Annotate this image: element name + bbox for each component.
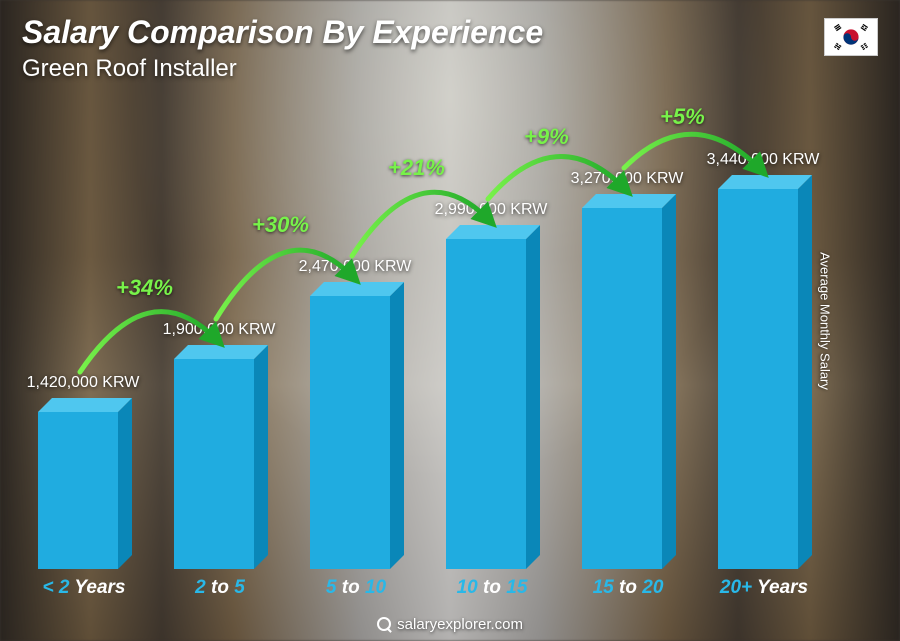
- x-axis-label: 5 to 10: [288, 577, 424, 599]
- magnifier-icon: [377, 617, 391, 631]
- bar-side: [662, 194, 676, 569]
- bar-top: [718, 175, 812, 189]
- bar: [38, 412, 132, 569]
- bar-front: [718, 189, 798, 569]
- percent-increase-label: +21%: [388, 155, 445, 181]
- bar-slot: 2,470,000 KRW: [302, 296, 412, 569]
- country-flag-icon: [824, 18, 878, 56]
- percent-increase-label: +5%: [660, 104, 705, 130]
- bar-front: [446, 239, 526, 569]
- bar-slot: 3,270,000 KRW: [574, 208, 684, 569]
- bar-side: [118, 398, 132, 569]
- value-label: 1,900,000 KRW: [144, 321, 294, 339]
- chart-title: Salary Comparison By Experience: [22, 14, 878, 51]
- x-axis-label: 20+ Years: [696, 577, 832, 599]
- bar-front: [38, 412, 118, 569]
- bar-slot: 3,440,000 KRW: [710, 189, 820, 569]
- x-axis-labels: < 2 Years2 to 55 to 1010 to 1515 to 2020…: [30, 577, 852, 607]
- bar-side: [390, 282, 404, 569]
- bar-top: [310, 282, 404, 296]
- x-axis-label: 2 to 5: [152, 577, 288, 599]
- bar-slot: 2,990,000 KRW: [438, 239, 548, 569]
- bar-top: [38, 398, 132, 412]
- bar-top: [174, 345, 268, 359]
- bar-top: [582, 194, 676, 208]
- value-label: 3,270,000 KRW: [552, 170, 702, 188]
- bar-side: [526, 225, 540, 569]
- bar-front: [174, 359, 254, 569]
- value-label: 1,420,000 KRW: [8, 374, 158, 392]
- bar-chart: 1,420,000 KRW1,900,000 KRW+34%2,470,000 …: [30, 100, 852, 569]
- bar: [718, 189, 812, 569]
- bar-side: [254, 345, 268, 569]
- footer-site: salaryexplorer.com: [397, 616, 523, 633]
- percent-increase-label: +34%: [116, 275, 173, 301]
- value-label: 2,470,000 KRW: [280, 258, 430, 276]
- bar: [582, 208, 676, 569]
- bar-side: [798, 175, 812, 569]
- bar: [174, 359, 268, 569]
- value-label: 3,440,000 KRW: [688, 151, 838, 169]
- bar: [310, 296, 404, 569]
- bar-slot: 1,900,000 KRW: [166, 359, 276, 569]
- bar-front: [310, 296, 390, 569]
- header: Salary Comparison By Experience Green Ro…: [22, 14, 878, 83]
- x-axis-label: 10 to 15: [424, 577, 560, 599]
- footer: salaryexplorer.com: [0, 615, 900, 633]
- x-axis-label: < 2 Years: [16, 577, 152, 599]
- bar-top: [446, 225, 540, 239]
- chart-subtitle: Green Roof Installer: [22, 55, 878, 83]
- bar: [446, 239, 540, 569]
- value-label: 2,990,000 KRW: [416, 201, 566, 219]
- bar-front: [582, 208, 662, 569]
- x-axis-label: 15 to 20: [560, 577, 696, 599]
- bar-slot: 1,420,000 KRW: [30, 412, 140, 569]
- percent-increase-label: +9%: [524, 124, 569, 150]
- percent-increase-label: +30%: [252, 212, 309, 238]
